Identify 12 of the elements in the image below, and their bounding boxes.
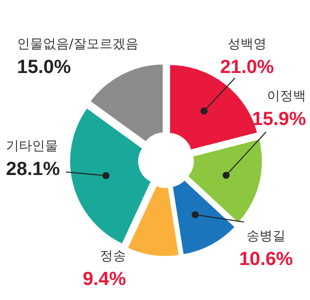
data-label: 15.9% — [252, 109, 306, 130]
slice-label: 기타인물 — [6, 139, 58, 154]
slice-label: 이정백 — [267, 89, 306, 104]
data-label: 21.0% — [220, 57, 274, 78]
data-label: 9.4% — [82, 269, 126, 290]
slice-label: 정송 — [100, 249, 126, 264]
slice-label: 성백영 — [228, 37, 266, 52]
data-label: 28.1% — [6, 159, 60, 180]
data-label: 10.6% — [239, 249, 294, 270]
slice-label: 송병길 — [246, 229, 286, 244]
slice-label: 인물없음/잘모르겠음 — [17, 37, 138, 52]
data-label: 15.0% — [17, 57, 71, 78]
